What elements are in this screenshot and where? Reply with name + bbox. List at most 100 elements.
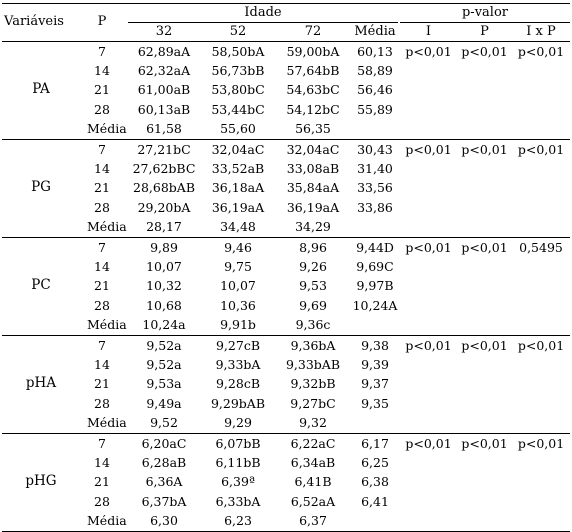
cell-media: 6,17 xyxy=(361,436,389,451)
cell-p: 21 xyxy=(94,82,110,98)
group-label: PG xyxy=(31,179,51,196)
cell-media xyxy=(350,119,400,138)
cell-media: 9,44D xyxy=(356,240,394,255)
cell-v32: 6,37bA xyxy=(141,493,187,509)
cell-media: 6,38 xyxy=(361,474,389,490)
cell-v72: 9,26 xyxy=(299,259,327,275)
pvalue-cell: p<0,01 xyxy=(517,338,565,353)
pvalue-cell: p<0,01 xyxy=(517,436,565,451)
cell-v72: 9,27bC xyxy=(290,395,336,411)
variable-group-phg: pHG 7 6,20aC 6,07bB 6,22aC 6,17 14 6,28aB 6,11bB… xyxy=(0,434,572,530)
cell-v32: 62,89aA xyxy=(137,44,191,59)
top-rule xyxy=(2,3,570,4)
header-variables: Variáveis xyxy=(4,14,64,29)
variable-group-pc: PC 7 9,89 9,46 8,96 9,44D 14 10,07 9,75 9,26 9,69C… xyxy=(0,238,572,334)
variable-group-pha: pHA 7 9,52a 9,27cB 9,36bA 9,38 14 9,52a 9,33bA 9,… xyxy=(0,336,572,432)
cell-v32: 10,24a xyxy=(142,316,186,332)
cell-p: 14 xyxy=(94,357,110,373)
cell-v72: 54,12bC xyxy=(286,101,340,117)
pvalue-cell: p<0,01 xyxy=(461,436,508,451)
cell-v52: 6,11bB xyxy=(215,455,261,471)
variable-group-pa: PA 7 62,89aA 58,50bA 59,00bA 60,13 14 62,32aA 56… xyxy=(0,42,572,138)
cell-v32: 28,17 xyxy=(146,218,182,234)
cell-v52: 36,18aA xyxy=(211,180,265,196)
header-pvalor: p-valor xyxy=(461,5,508,20)
cell-p: Média xyxy=(87,120,127,136)
cell-v32: 60,13aB xyxy=(137,101,191,117)
cell-v32: 9,52 xyxy=(150,414,178,430)
cell-v32: 61,58 xyxy=(146,120,182,136)
pvalue-cell: p<0,01 xyxy=(461,338,508,353)
cell-v72: 33,08aB xyxy=(286,161,340,177)
pvalue-cell: 0,5495 xyxy=(519,240,563,255)
cell-p: 14 xyxy=(94,63,110,79)
cell-v72: 9,69 xyxy=(299,297,327,313)
cell-v52: 10,07 xyxy=(220,278,256,294)
header-pval-p: P xyxy=(480,24,489,39)
cell-p: 7 xyxy=(98,436,106,451)
cell-v32: 62,32aA xyxy=(137,63,191,79)
cell-v72: 56,35 xyxy=(295,120,331,136)
pvalue-cell: p<0,01 xyxy=(461,240,508,255)
cell-media: 6,41 xyxy=(361,493,389,509)
cell-v32: 10,68 xyxy=(146,297,182,313)
cell-v72: 32,04aC xyxy=(286,142,340,157)
pvalor-underline xyxy=(400,22,570,23)
cell-v32: 27,62bBC xyxy=(132,161,196,177)
cell-p: 7 xyxy=(98,338,106,353)
cell-p: 14 xyxy=(94,161,110,177)
cell-media: 30,43 xyxy=(357,142,393,157)
cell-p: 28 xyxy=(94,297,110,313)
cell-v72: 9,36bA xyxy=(290,338,336,353)
cell-v52: 36,19aA xyxy=(211,199,265,215)
pvalue-cell: p<0,01 xyxy=(461,142,508,157)
cell-p: Média xyxy=(87,316,127,332)
cell-v52: 56,73bB xyxy=(211,63,265,79)
cell-media: 60,13 xyxy=(357,44,393,59)
cell-media xyxy=(350,511,400,530)
cell-v52: 58,50bA xyxy=(211,44,265,59)
cell-v52: 9,75 xyxy=(224,259,252,275)
cell-v32: 28,68bAB xyxy=(133,180,195,196)
cell-media: 55,89 xyxy=(357,101,393,117)
cell-v72: 9,33bAB xyxy=(285,357,341,373)
group-separator xyxy=(2,237,570,238)
group-label: pHG xyxy=(25,473,57,490)
cell-media: 6,25 xyxy=(361,455,389,471)
cell-v52: 10,36 xyxy=(220,297,256,313)
cell-p: 14 xyxy=(94,455,110,471)
pvalue-cell: p<0,01 xyxy=(405,436,452,451)
cell-v52: 53,44bC xyxy=(211,101,265,117)
cell-v72: 6,22aC xyxy=(290,436,336,451)
cell-v52: 9,27cB xyxy=(215,338,261,353)
cell-v32: 6,20aC xyxy=(141,436,187,451)
cell-v72: 54,63bC xyxy=(286,82,340,98)
header-p: P xyxy=(97,14,107,29)
cell-v52: 9,91b xyxy=(220,316,256,332)
group-label: PA xyxy=(32,81,50,98)
cell-v32: 10,07 xyxy=(146,259,182,275)
header-media: Média xyxy=(354,24,396,39)
cell-v52: 6,07bB xyxy=(215,436,261,451)
cell-p: 28 xyxy=(94,395,110,411)
cell-media xyxy=(350,315,400,334)
cell-v32: 10,32 xyxy=(146,278,182,294)
cell-v52: 34,48 xyxy=(220,218,256,234)
pvalue-cell: p<0,01 xyxy=(461,44,508,59)
cell-v32: 6,30 xyxy=(150,512,178,528)
cell-p: Média xyxy=(87,218,127,234)
pvalue-cell: p<0,01 xyxy=(405,240,452,255)
group-separator xyxy=(2,139,570,140)
header-rule xyxy=(2,41,570,42)
cell-v72: 36,19aA xyxy=(286,199,340,215)
cell-media: 9,69C xyxy=(356,259,394,275)
cell-v72: 9,53 xyxy=(299,278,327,294)
cell-v72: 35,84aA xyxy=(286,180,340,196)
cell-v52: 32,04aC xyxy=(211,142,265,157)
cell-v32: 9,53a xyxy=(146,376,182,392)
cell-p: 21 xyxy=(94,180,110,196)
cell-v52: 9,28cB xyxy=(215,376,261,392)
cell-media: 9,37 xyxy=(361,376,389,392)
variable-group-pg: PG 7 27,21bC 32,04aC 32,04aC 30,43 14 27,62bBC 3… xyxy=(0,140,572,236)
group-separator xyxy=(2,335,570,336)
